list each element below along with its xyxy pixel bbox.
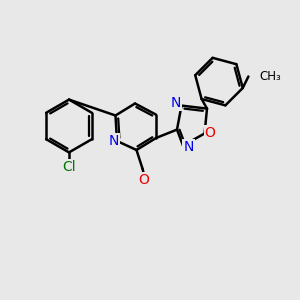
Text: N: N — [183, 140, 194, 154]
Text: N: N — [171, 96, 181, 110]
Text: O: O — [205, 126, 215, 140]
Text: O: O — [139, 173, 149, 187]
Text: Cl: Cl — [62, 160, 76, 174]
Text: N: N — [109, 134, 119, 148]
Text: CH₃: CH₃ — [259, 70, 281, 83]
